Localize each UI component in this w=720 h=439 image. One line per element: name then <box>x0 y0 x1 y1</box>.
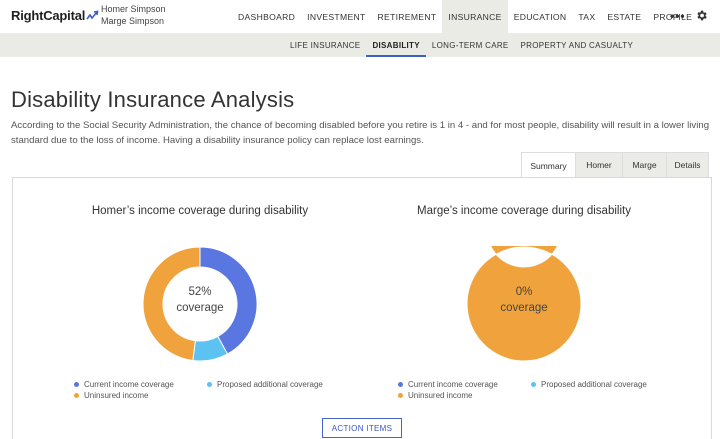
subnav-item-life-insurance[interactable]: LIFE INSURANCE <box>290 40 361 50</box>
uninsured-dot-icon <box>74 393 79 398</box>
marge-coverage-caption: coverage <box>500 302 548 314</box>
homer-coverage-percent: 52% <box>188 286 212 298</box>
marge-center-label: 0% coverage <box>474 284 574 316</box>
legend-label: Uninsured income <box>84 391 149 400</box>
current-dot-icon <box>74 382 79 387</box>
nav-item-estate[interactable]: ESTATE <box>607 11 642 22</box>
client-names[interactable]: Homer Simpson Marge Simpson <box>101 3 166 27</box>
marge-legend: Current income coverage Proposed additio… <box>398 379 647 401</box>
homer-coverage-caption: coverage <box>176 302 224 314</box>
homer-chart-title: Homer’s income coverage during disabilit… <box>91 205 309 217</box>
gear-icon[interactable] <box>695 9 708 22</box>
summary-panel <box>12 177 712 439</box>
current-dot-icon <box>398 382 403 387</box>
marge-coverage-percent: 0% <box>515 286 533 298</box>
legend-item-current[interactable]: Current income coverage <box>74 380 207 389</box>
legend-label: Proposed additional coverage <box>541 380 647 389</box>
tab-marge[interactable]: Marge <box>622 152 667 177</box>
tab-details[interactable]: Details <box>666 152 709 177</box>
tab-homer[interactable]: Homer <box>575 152 623 177</box>
intro-text: According to the Social Security Adminis… <box>11 120 710 146</box>
legend-label: Current income coverage <box>84 380 174 389</box>
nav-item-insurance[interactable]: INSURANCE <box>442 0 508 33</box>
legend-item-uninsured[interactable]: Uninsured income <box>398 391 472 400</box>
nav-item-retirement[interactable]: RETIREMENT <box>377 11 437 22</box>
main-nav: DASHBOARD INVESTMENT RETIREMENT INSURANC… <box>232 0 698 33</box>
nav-item-dashboard[interactable]: DASHBOARD <box>238 11 296 22</box>
client-name-spouse: Marge Simpson <box>101 16 165 26</box>
uninsured-dot-icon <box>398 393 403 398</box>
nav-item-tax[interactable]: TAX <box>578 11 596 22</box>
homer-center-label: 52% coverage <box>150 284 250 316</box>
tab-summary[interactable]: Summary <box>521 152 576 178</box>
marge-chart-title: Marge’s income coverage during disabilit… <box>417 205 631 217</box>
uninsured-slice[interactable] <box>142 246 201 362</box>
proposed-dot-icon <box>207 382 212 387</box>
legend-label: Uninsured income <box>408 391 473 400</box>
page-title: Disability Insurance Analysis <box>11 87 295 112</box>
proposed-dot-icon <box>531 382 536 387</box>
nav-item-education[interactable]: EDUCATION <box>513 11 567 22</box>
uninsured-slice[interactable] <box>466 246 582 362</box>
tab-bar: Summary Homer Marge Details <box>521 152 709 178</box>
legend-label: Proposed additional coverage <box>217 380 323 389</box>
action-items-button[interactable]: ACTION ITEMS <box>322 418 402 438</box>
sub-nav: LIFE INSURANCE DISABILITY LONG-TERM CARE… <box>284 33 639 57</box>
logo-arrow-icon <box>86 10 99 19</box>
subnav-item-property-casualty[interactable]: PROPERTY AND CASUALTY <box>520 40 634 50</box>
marge-coverage-donut <box>466 246 582 362</box>
sub-navbar: LIFE INSURANCE DISABILITY LONG-TERM CARE… <box>0 33 720 57</box>
legend-item-uninsured[interactable]: Uninsured income <box>74 391 148 400</box>
nav-item-profile[interactable]: PROFILE <box>653 11 693 22</box>
logo-text: RightCapital <box>11 8 86 23</box>
client-name-primary: Homer Simpson <box>101 4 166 14</box>
logo[interactable]: RightCapital <box>11 8 99 23</box>
legend-label: Current income coverage <box>408 380 498 389</box>
legend-item-proposed[interactable]: Proposed additional coverage <box>531 380 647 389</box>
nav-item-investment[interactable]: INVESTMENT <box>307 11 366 22</box>
more-menu-icon[interactable]: ••• <box>670 9 686 23</box>
homer-legend: Current income coverage Proposed additio… <box>74 379 323 401</box>
legend-item-current[interactable]: Current income coverage <box>398 380 531 389</box>
subnav-item-long-term-care[interactable]: LONG-TERM CARE <box>431 40 509 50</box>
homer-coverage-donut <box>142 246 258 362</box>
legend-item-proposed[interactable]: Proposed additional coverage <box>207 380 323 389</box>
top-navbar: RightCapital Homer Simpson Marge Simpson… <box>0 0 720 33</box>
subnav-item-disability[interactable]: DISABILITY <box>366 33 427 57</box>
